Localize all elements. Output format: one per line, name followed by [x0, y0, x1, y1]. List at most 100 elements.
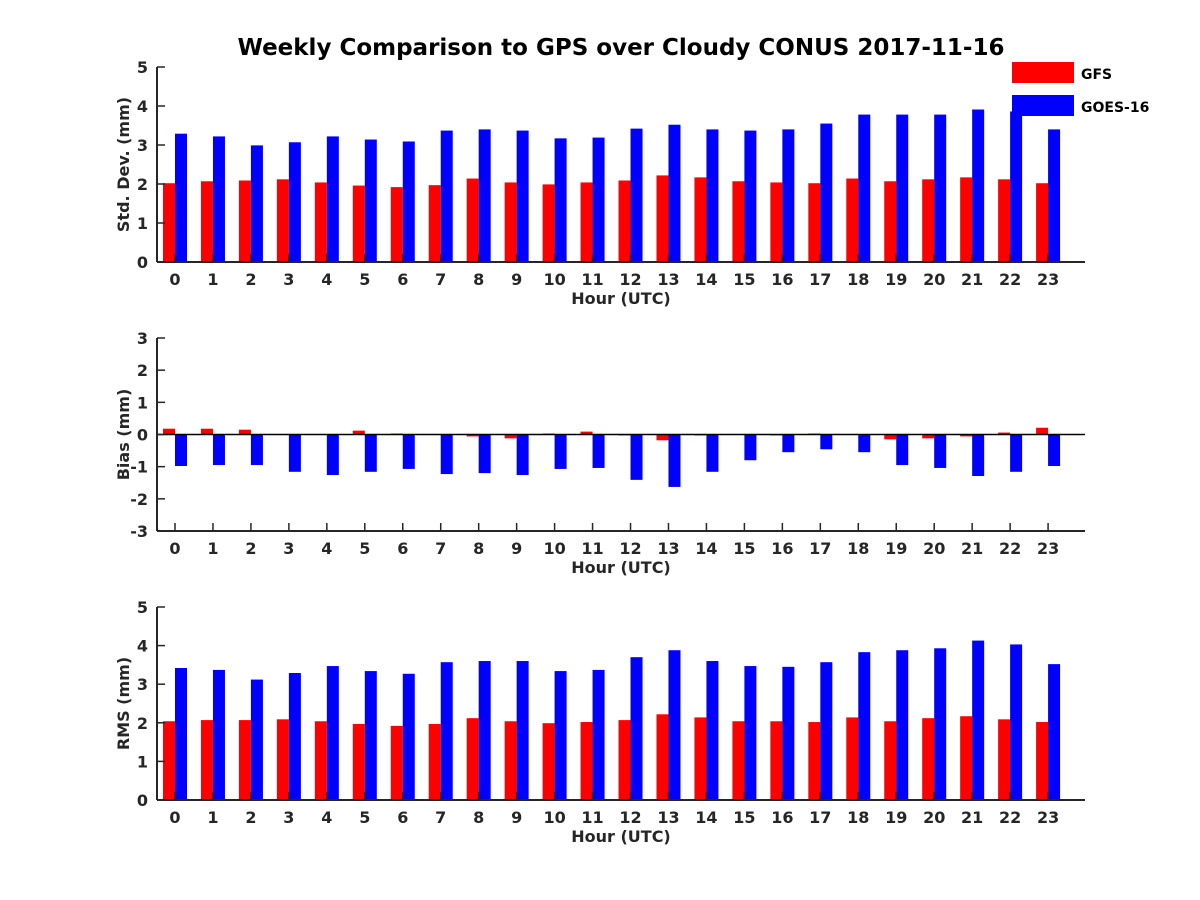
bar-gfs-8	[466, 718, 479, 800]
chart-title: Weekly Comparison to GPS over Cloudy CON…	[238, 35, 1005, 61]
bar-goes16-3	[288, 673, 301, 800]
bar-gfs-16	[770, 721, 783, 800]
y-tick-label: -1	[130, 458, 148, 477]
x-tick-label: 12	[619, 808, 641, 827]
bar-gfs-3	[276, 719, 289, 800]
bar-gfs-4	[314, 182, 327, 262]
x-tick-label: 11	[581, 270, 603, 289]
bar-gfs-4	[314, 721, 327, 800]
bar-goes16-2	[250, 434, 263, 466]
bar-goes16-15	[744, 666, 757, 800]
x-tick-label: 9	[511, 539, 522, 558]
bar-gfs-1	[200, 428, 213, 435]
bar-gfs-11	[580, 722, 593, 800]
bar-goes16-0	[175, 434, 187, 467]
x-tick-label: 1	[207, 270, 218, 289]
bar-gfs-12	[618, 720, 631, 800]
x-tick-label: 22	[999, 539, 1021, 558]
bar-goes16-6	[402, 141, 415, 262]
bar-gfs-5	[352, 185, 365, 262]
legend-label-goes16: GOES-16	[1081, 100, 1149, 116]
x-tick-label: 20	[923, 270, 945, 289]
bar-goes16-11	[592, 137, 605, 262]
bar-goes16-17	[820, 123, 833, 262]
legend-swatch-gfs	[1012, 62, 1074, 83]
bar-gfs-13	[656, 714, 669, 800]
x-tick-label: 5	[359, 808, 370, 827]
bar-goes16-5	[364, 671, 377, 800]
bar-goes16-19	[896, 434, 909, 466]
bar-gfs-1	[200, 181, 213, 262]
bar-goes16-23	[1048, 664, 1061, 800]
bar-goes16-7	[440, 662, 453, 800]
bar-goes16-11	[592, 434, 605, 468]
legend-swatch-goes16	[1012, 95, 1074, 116]
x-tick-label: 9	[511, 270, 522, 289]
bar-gfs-6	[390, 187, 403, 262]
bar-goes16-17	[820, 662, 833, 800]
y-tick-label: 2	[137, 714, 148, 733]
bar-gfs-10	[542, 723, 555, 800]
bar-goes16-13	[668, 434, 681, 487]
x-tick-label: 1	[207, 808, 218, 827]
bar-gfs-20	[922, 718, 935, 800]
y-tick-label: 2	[137, 361, 148, 380]
bar-goes16-12	[630, 434, 643, 480]
y-tick-label: 2	[137, 175, 148, 194]
x-tick-label: 12	[619, 270, 641, 289]
x-tick-label: 5	[359, 539, 370, 558]
x-tick-label: 0	[169, 539, 180, 558]
y-tick-label: 3	[137, 675, 148, 694]
y-tick-label: -3	[130, 522, 148, 541]
x-tick-label: 23	[1037, 539, 1059, 558]
x-tick-label: 19	[885, 270, 907, 289]
x-tick-label: 6	[397, 270, 408, 289]
bar-gfs-20	[922, 179, 935, 262]
bar-gfs-21	[960, 434, 973, 437]
bar-goes16-4	[326, 136, 339, 262]
bar-goes16-1	[212, 136, 225, 262]
bar-gfs-0	[163, 721, 175, 800]
x-tick-label: 21	[961, 539, 983, 558]
y-tick-label: 1	[137, 393, 148, 412]
bar-gfs-17	[808, 183, 821, 262]
bar-gfs-6	[390, 725, 403, 800]
bar-goes16-5	[364, 139, 377, 262]
x-tick-label: 10	[543, 539, 565, 558]
x-tick-label: 15	[733, 539, 755, 558]
bar-goes16-16	[782, 129, 795, 262]
x-tick-label: 11	[581, 539, 603, 558]
bar-gfs-13	[656, 175, 669, 262]
bar-goes16-2	[250, 679, 263, 800]
bar-gfs-11	[580, 431, 593, 435]
y-tick-label: 0	[137, 426, 148, 445]
x-tick-label: 15	[733, 270, 755, 289]
x-tick-label: 8	[473, 270, 484, 289]
bar-gfs-2	[238, 720, 251, 800]
bar-goes16-20	[934, 648, 947, 800]
y-tick-label: 4	[137, 637, 148, 656]
x-tick-label: 4	[321, 808, 332, 827]
x-tick-label: 17	[809, 270, 831, 289]
bar-gfs-13	[656, 434, 669, 441]
bar-goes16-22	[1010, 111, 1023, 263]
bar-gfs-21	[960, 716, 973, 800]
x-axis-label: Hour (UTC)	[571, 827, 671, 846]
bar-goes16-23	[1048, 129, 1061, 262]
y-axis-label: Std. Dev. (mm)	[114, 97, 133, 232]
x-tick-label: 11	[581, 808, 603, 827]
bar-gfs-9	[504, 182, 517, 262]
x-tick-label: 7	[435, 270, 446, 289]
bar-goes16-18	[858, 652, 871, 800]
bar-gfs-20	[922, 434, 935, 439]
bar-goes16-14	[706, 129, 719, 262]
bar-goes16-2	[250, 145, 263, 262]
x-tick-label: 3	[283, 270, 294, 289]
bar-gfs-8	[466, 434, 479, 437]
y-tick-label: 3	[137, 329, 148, 348]
bar-gfs-1	[200, 720, 213, 800]
